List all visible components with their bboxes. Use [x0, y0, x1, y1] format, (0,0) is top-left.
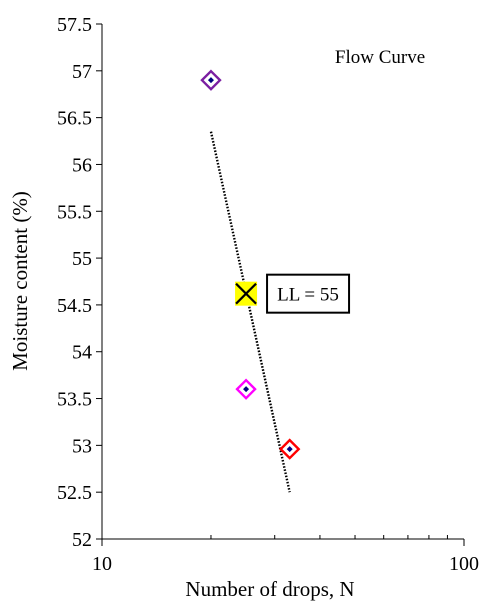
y-axis-ticks: 52 52.5 53 53.5 54 54.5 55 55.5 56 56.5 57 57.5 — [57, 14, 102, 551]
y-tick-label: 56.5 — [57, 108, 92, 130]
y-tick-label: 56 — [72, 154, 92, 176]
y-tick-label: 54 — [72, 342, 92, 364]
y-tick-label: 57.5 — [57, 14, 92, 36]
liquid-limit-cross — [235, 282, 257, 305]
data-points — [200, 69, 301, 460]
liquid-limit-label: LL = 55 — [277, 285, 339, 306]
y-axis-title: Moisture content (%) — [8, 191, 32, 371]
y-tick-label: 53.5 — [57, 389, 92, 411]
y-tick-label: 53 — [72, 435, 92, 457]
data-point-center — [243, 386, 250, 393]
y-tick-label: 57 — [72, 61, 92, 83]
trendline-group — [209, 131, 291, 493]
liquid-limit-label-box — [266, 273, 351, 314]
x-tick-label: 10 — [92, 553, 112, 575]
data-point-center — [286, 446, 293, 453]
chart-title: Flow Curve — [335, 47, 425, 68]
trendline — [209, 131, 291, 493]
x-minor-ticks — [210, 535, 448, 539]
liquid-limit-group: LL = 55 — [235, 273, 351, 314]
y-tick-label: 55 — [72, 248, 92, 270]
y-tick-label: 52.5 — [57, 482, 92, 504]
x-axis-title: Number of drops, N — [185, 577, 354, 601]
y-tick-label: 55.5 — [57, 201, 92, 223]
x-tick-label: 100 — [449, 553, 479, 575]
x-axis-ticks: 10 100 — [92, 539, 479, 575]
y-tick-label: 52 — [72, 529, 92, 551]
data-point-center — [207, 77, 214, 84]
y-tick-label: 54.5 — [57, 295, 92, 317]
